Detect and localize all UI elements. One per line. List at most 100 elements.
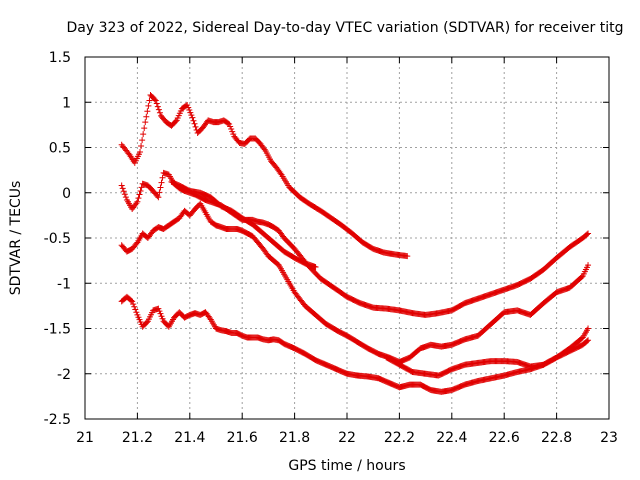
data-point [130, 301, 137, 308]
data-point [155, 106, 162, 113]
data-point [122, 194, 129, 201]
y-axis-label: SDTVAR / TECUs [8, 181, 24, 296]
x-axis-label: GPS time / hours [288, 458, 405, 474]
data-point [138, 143, 145, 150]
data-point [172, 118, 179, 125]
series-track-5 [168, 178, 319, 270]
data-point [191, 120, 198, 127]
chart-title: Day 323 of 2022, Sidereal Day-to-day VTE… [67, 20, 624, 36]
data-point [159, 174, 166, 181]
data-point [131, 303, 138, 310]
data-point [142, 119, 149, 126]
data-point [137, 149, 144, 156]
axis-ticks [84, 56, 610, 420]
x-tick-label: 21.4 [174, 430, 205, 446]
data-point [143, 113, 150, 120]
y-tick-label: 0 [62, 186, 71, 202]
data-point [185, 104, 192, 111]
data-point [120, 188, 127, 195]
data-point [184, 101, 191, 108]
data-point [585, 337, 592, 344]
y-tick-label: -1.5 [44, 322, 71, 338]
data-marks [118, 92, 592, 395]
data-point [156, 308, 163, 315]
data-point [261, 146, 268, 153]
data-point [583, 231, 590, 238]
x-tick-label: 21.6 [227, 430, 258, 446]
data-point [133, 200, 140, 207]
data-point [157, 310, 164, 317]
x-tick-label: 21.8 [279, 430, 310, 446]
series-track-1 [118, 92, 411, 260]
data-point [229, 128, 236, 135]
data-point [121, 191, 128, 198]
data-point [154, 103, 161, 110]
data-point [137, 187, 144, 194]
data-point [230, 131, 237, 138]
data-point [583, 338, 590, 345]
data-point [158, 179, 165, 186]
data-point [277, 170, 284, 177]
data-point [188, 112, 195, 119]
data-point [143, 319, 150, 326]
data-point [190, 117, 197, 124]
data-point [156, 109, 163, 116]
data-point [227, 123, 234, 130]
y-tick-label: 0.5 [49, 141, 71, 157]
data-point [138, 184, 145, 191]
data-point [144, 108, 151, 115]
x-tick-labels: 21 21.2 21.4 21.6 21.8 22 22.2 22.4 22.6 22.8 23 [76, 430, 618, 446]
x-tick-label: 23 [600, 430, 618, 446]
y-tick-label: 1.5 [49, 50, 71, 66]
data-point [135, 195, 142, 202]
data-point [585, 230, 592, 237]
data-point [133, 240, 140, 247]
data-point [128, 297, 135, 304]
data-point [141, 125, 148, 132]
data-point [226, 120, 233, 127]
data-point [155, 194, 162, 201]
data-point [139, 137, 146, 144]
data-point [159, 315, 166, 322]
data-point [155, 305, 162, 312]
data-point [186, 107, 193, 114]
x-tick-label: 22.6 [489, 430, 520, 446]
y-tick-labels: 1.5 1 0.5 0 -0.5 -1 -1.5 -2 -2.5 [44, 50, 71, 428]
x-tick-label: 22.8 [541, 430, 572, 446]
data-point [404, 253, 411, 260]
data-point [153, 100, 160, 107]
x-tick-label: 21.2 [122, 430, 153, 446]
data-point [152, 97, 159, 104]
data-point [312, 263, 319, 270]
data-point [145, 102, 152, 109]
data-point [119, 185, 126, 192]
data-point [146, 97, 153, 104]
x-tick-label: 22 [338, 430, 356, 446]
x-tick-label: 22.4 [436, 430, 467, 446]
data-point [133, 309, 140, 316]
data-point [134, 198, 141, 205]
data-point [136, 191, 143, 198]
data-point [125, 150, 132, 157]
data-point [157, 184, 164, 191]
data-point [158, 313, 165, 320]
data-point [118, 182, 125, 189]
data-point [154, 193, 161, 200]
data-point [192, 123, 199, 130]
data-point [578, 273, 585, 280]
data-point [132, 306, 139, 313]
y-tick-label: -2 [57, 367, 71, 383]
y-tick-label: -2.5 [44, 412, 71, 428]
data-point [140, 131, 147, 138]
data-point [129, 298, 136, 305]
series-track-6 [383, 325, 592, 379]
y-tick-label: -1 [57, 276, 71, 292]
data-point [151, 96, 158, 103]
series-track-3 [118, 200, 592, 365]
data-point [225, 120, 232, 127]
data-point [189, 114, 196, 121]
data-point [156, 189, 163, 196]
data-point [585, 325, 592, 332]
data-point [585, 262, 592, 269]
